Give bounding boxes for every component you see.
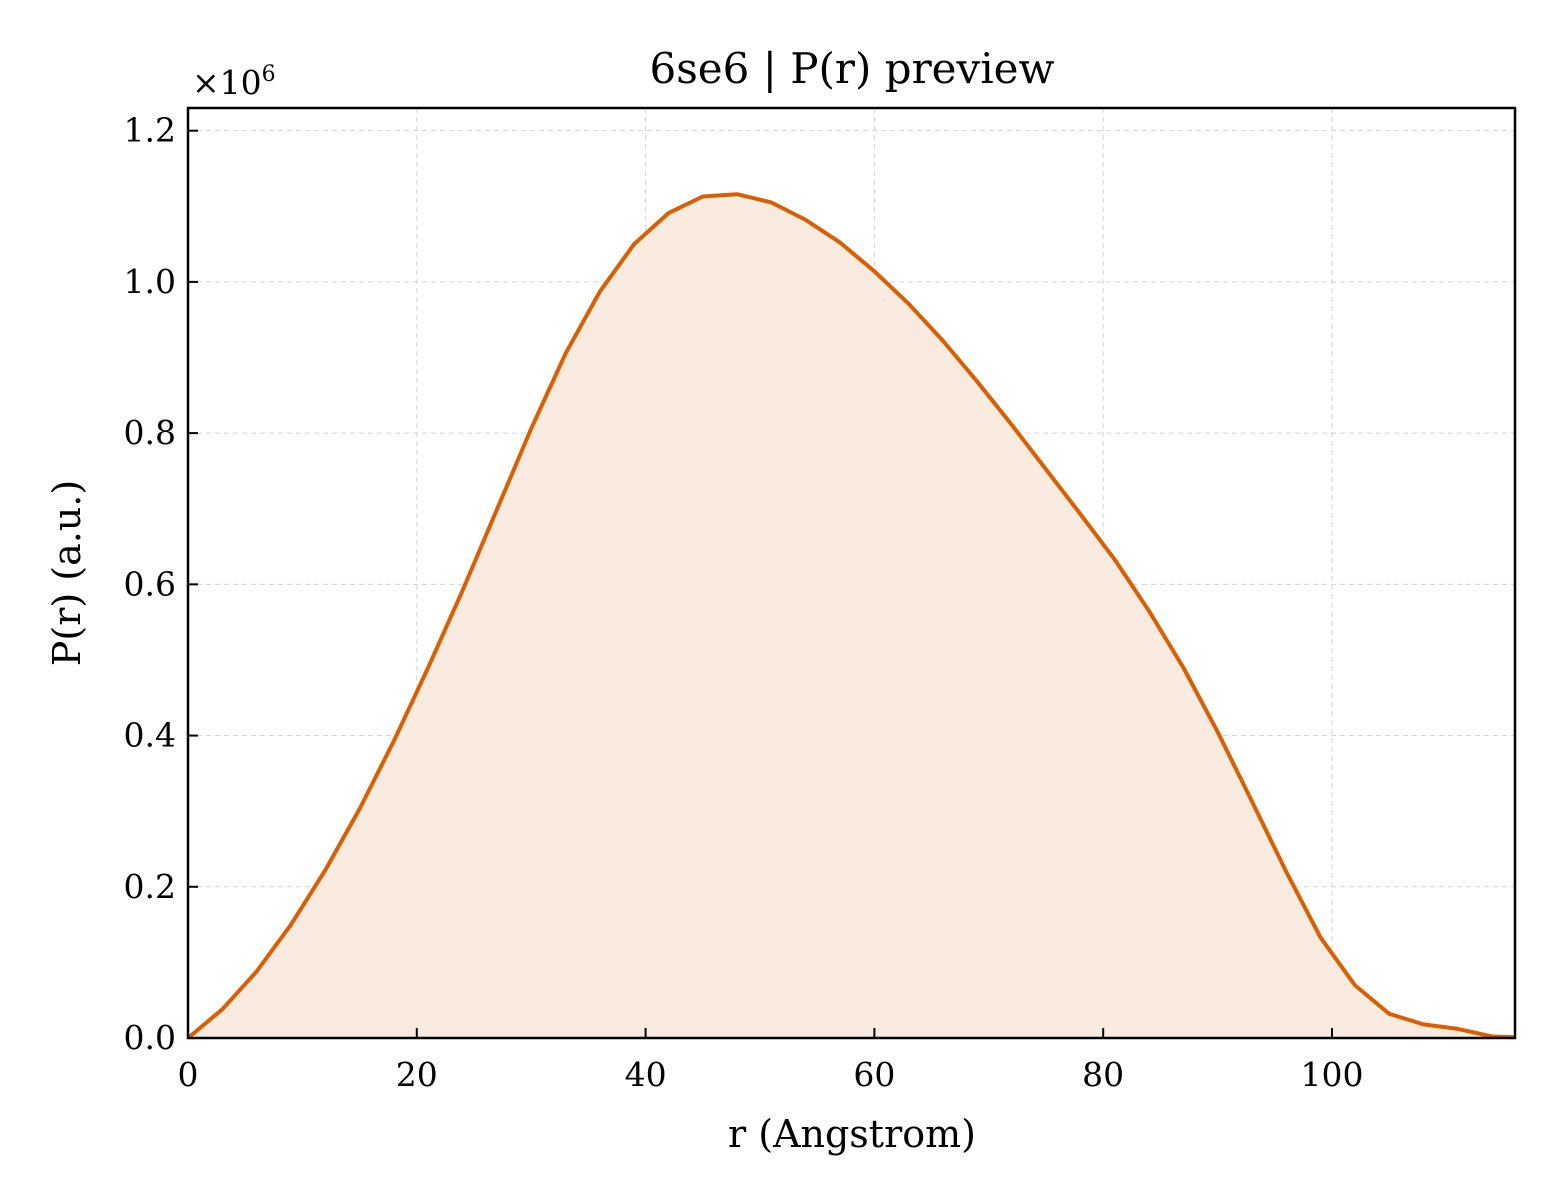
pr-area-fill: [188, 194, 1515, 1038]
pr-curve: [186, 192, 1516, 1040]
x-tick-label: 80: [1082, 1055, 1124, 1094]
x-tick-label: 60: [853, 1055, 895, 1094]
chart-title: 6se6 | P(r) preview: [650, 44, 1055, 93]
y-multiplier-base: ×10: [192, 63, 262, 102]
y-tick-label: 0.0: [124, 1018, 176, 1057]
x-axis-label: r (Angstrom): [728, 1112, 976, 1156]
x-tick-label: 0: [178, 1055, 199, 1094]
ticks: 0 20 40 60 80 100 0.0 0.2 0.4 0.6 0.8 1.0 1.2: [124, 111, 1364, 1094]
y-tick-label: 1.2: [124, 111, 176, 150]
y-tick-label: 0.8: [124, 413, 176, 452]
y-tick-label: 1.0: [124, 262, 176, 301]
y-tick-label: 0.4: [124, 716, 176, 755]
y-multiplier-exponent: 6: [262, 62, 276, 87]
y-multiplier: ×106: [192, 62, 276, 102]
y-tick-label: 0.6: [124, 564, 176, 603]
x-tick-label: 100: [1300, 1055, 1363, 1094]
x-tick-label: 20: [396, 1055, 438, 1094]
plot-frame: [186, 106, 1517, 1040]
x-tick-label: 40: [625, 1055, 667, 1094]
y-axis-label: P(r) (a.u.): [45, 480, 89, 666]
y-tick-label: 0.2: [124, 867, 176, 906]
